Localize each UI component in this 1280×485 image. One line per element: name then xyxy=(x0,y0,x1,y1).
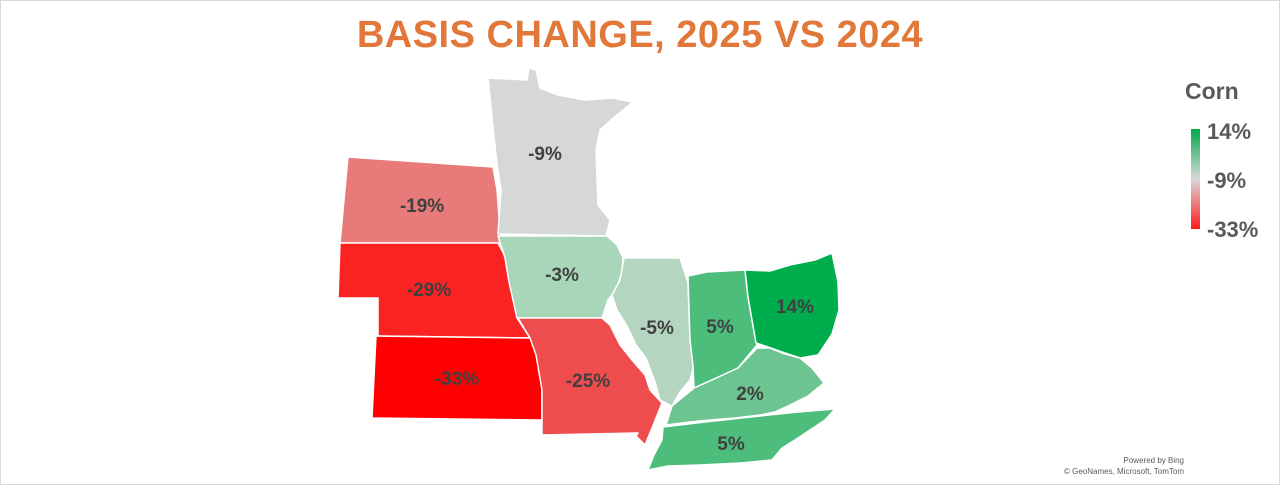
credit-powered-by: Powered by Bing xyxy=(1123,456,1184,465)
region-tennessee[interactable] xyxy=(647,408,836,471)
label-nebraska: -29% xyxy=(407,280,451,301)
label-north-dakota: -19% xyxy=(400,196,444,217)
label-ohio: 14% xyxy=(776,297,814,318)
credit-attribution: © GeoNames, Microsoft, TomTom xyxy=(1064,467,1184,476)
label-indiana: 5% xyxy=(706,317,734,338)
region-minnesota[interactable] xyxy=(487,67,634,237)
label-kansas: -33% xyxy=(435,369,479,390)
label-kentucky: 2% xyxy=(736,384,764,405)
region-missouri[interactable] xyxy=(517,317,663,446)
label-tennessee: 5% xyxy=(717,434,745,455)
region-indiana[interactable] xyxy=(687,269,758,389)
region-iowa[interactable] xyxy=(497,235,624,319)
region-kentucky[interactable] xyxy=(665,347,825,426)
legend-min-label: -33% xyxy=(1207,217,1259,242)
legend-title: Corn xyxy=(1185,78,1239,104)
legend-mid-label: -9% xyxy=(1207,168,1247,193)
label-illinois: -5% xyxy=(640,318,674,339)
region-ohio[interactable] xyxy=(744,252,840,359)
map-title: BASIS CHANGE, 2025 VS 2024 xyxy=(356,14,924,56)
legend-max-label: 14% xyxy=(1207,119,1252,144)
label-iowa: -3% xyxy=(545,265,579,286)
label-minnesota: -9% xyxy=(528,144,562,165)
legend-color-scale xyxy=(1191,129,1200,229)
label-missouri: -25% xyxy=(566,371,610,392)
